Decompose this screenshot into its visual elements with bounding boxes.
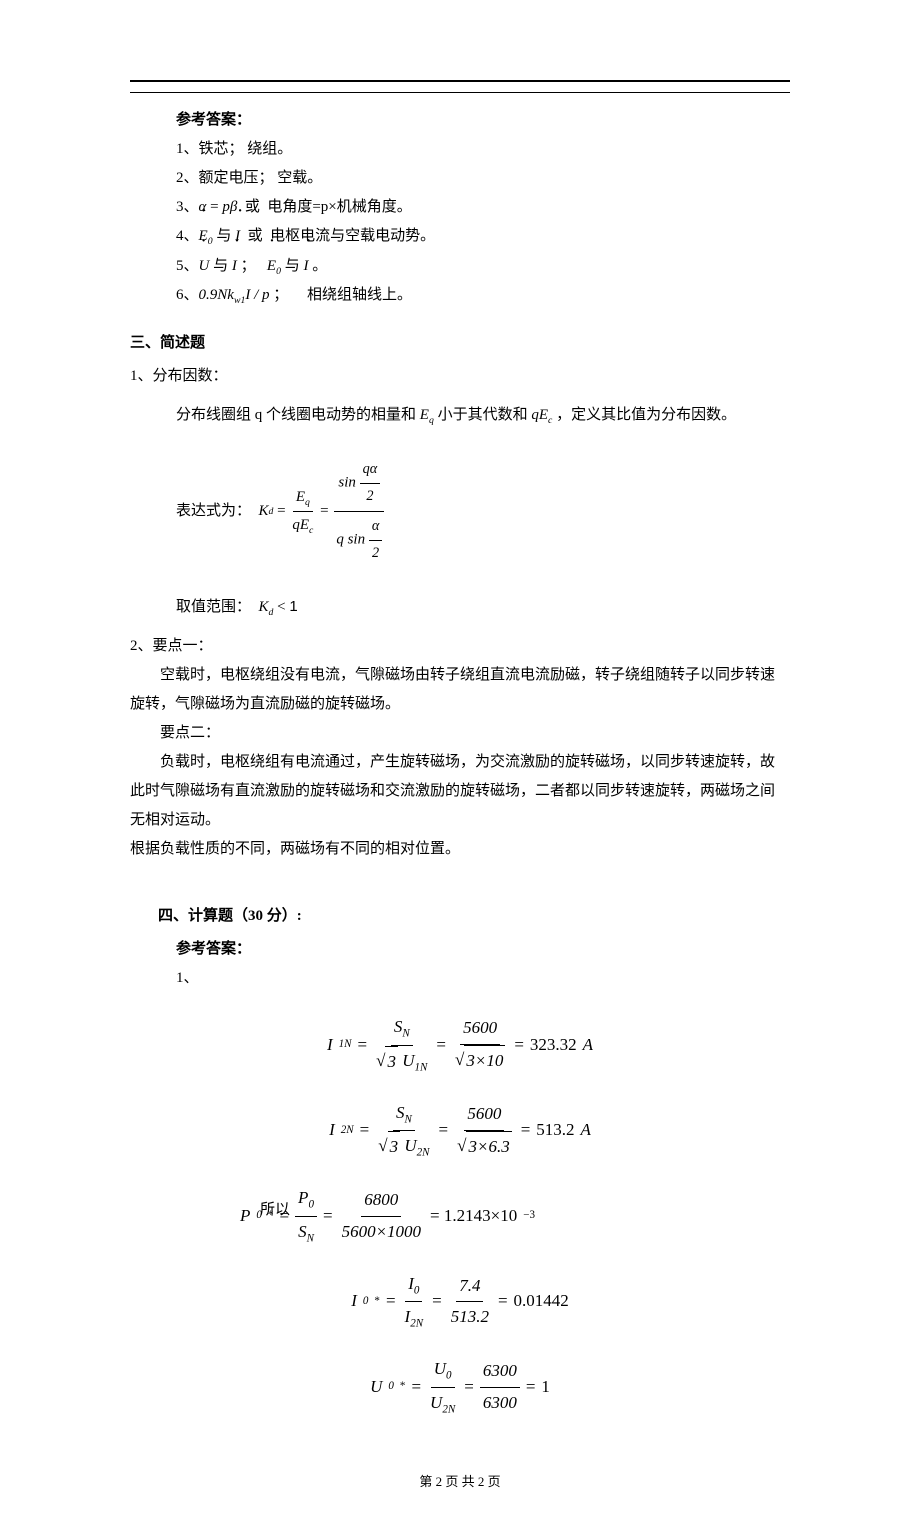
section3-title: 三、简述题 bbox=[130, 330, 790, 357]
answer-2-text: 、额定电压； 空载。 bbox=[184, 170, 323, 186]
q2-p1-cont: 旋转，气隙磁场为直流励磁的旋转磁场。 bbox=[130, 691, 790, 718]
answer-1: 1、铁芯； 绕组。 bbox=[176, 136, 790, 163]
calc-answers-heading: 参考答案： bbox=[130, 936, 790, 963]
answer-6: 6、0.9Nkw1I / p ； 相绕组轴线上。 bbox=[176, 282, 790, 310]
equation-U0: U0* = U0 U2N = 6300 6300 = 1 bbox=[130, 1354, 790, 1420]
q1-desc: 分布线圈组 q 个线圈电动势的相量和 Eq 小于其代数和 qEc ，定义其比值为… bbox=[130, 402, 790, 430]
equation-P0: P0* = P0 SN = 6800 5600×1000 = 1.2143×10… bbox=[130, 1183, 790, 1249]
top-rule-thick bbox=[130, 80, 790, 82]
q2-p3: 根据负载性质的不同，两磁场有不同的相对位置。 bbox=[130, 836, 790, 863]
answer-2: 2、额定电压； 空载。 bbox=[176, 165, 790, 192]
q2-label: 2、要点一： bbox=[130, 633, 790, 660]
answer-4: 4、E0 与 I 或 电枢电流与空载电动势。 bbox=[176, 223, 790, 251]
q1-formula: 表达式为： Kd = Eq qEc = sin qα2 q sin α2 bbox=[130, 455, 790, 569]
q2-p1: 空载时，电枢绕组没有电流，气隙磁场由转子绕组直流电流励磁，转子绕组随转子以同步转… bbox=[130, 662, 790, 689]
answer-2-num: 2 bbox=[176, 170, 184, 186]
equation-I1N: I1N = SN 3 U1N = 5600 3×10 = 323.32A bbox=[130, 1012, 790, 1078]
suoyi-label: 所以 bbox=[260, 1197, 290, 1224]
calc-item-1: 1、 bbox=[130, 965, 790, 992]
answer-1-text: 、铁芯； 绕组。 bbox=[184, 141, 293, 157]
answer-3: 3、α = pβ 或 电角度=p×机械角度。 bbox=[176, 194, 790, 221]
q2-p2-cont2: 无相对运动。 bbox=[130, 807, 790, 834]
page-footer: 第 2 页 共 2 页 bbox=[130, 1470, 790, 1493]
section4-title: 四、计算题（30 分）: bbox=[130, 903, 790, 930]
answer-1-num: 1 bbox=[176, 141, 184, 157]
q1-label: 1、分布因数： bbox=[130, 363, 790, 390]
answer-5: 5、U 与 I ； E0 与 I 。 bbox=[176, 253, 790, 281]
top-rule-thin bbox=[130, 92, 790, 93]
q2-point2: 要点二： bbox=[130, 720, 790, 747]
q1-range: 取值范围： Kd < 1 bbox=[130, 593, 790, 622]
equation-I2N: I2N = SN 3 U2N = 5600 3×6.3 = 513.2A bbox=[130, 1098, 790, 1164]
q2-p2-cont1: 此时气隙磁场有直流激励的旋转磁场和交流激励的旋转磁场，二者都以同步转速旋转，两磁… bbox=[130, 778, 790, 805]
q2-p2: 负载时，电枢绕组有电流通过，产生旋转磁场，为交流激励的旋转磁场，以同步转速旋转，… bbox=[130, 749, 790, 776]
answers-heading: 参考答案： bbox=[176, 107, 790, 134]
